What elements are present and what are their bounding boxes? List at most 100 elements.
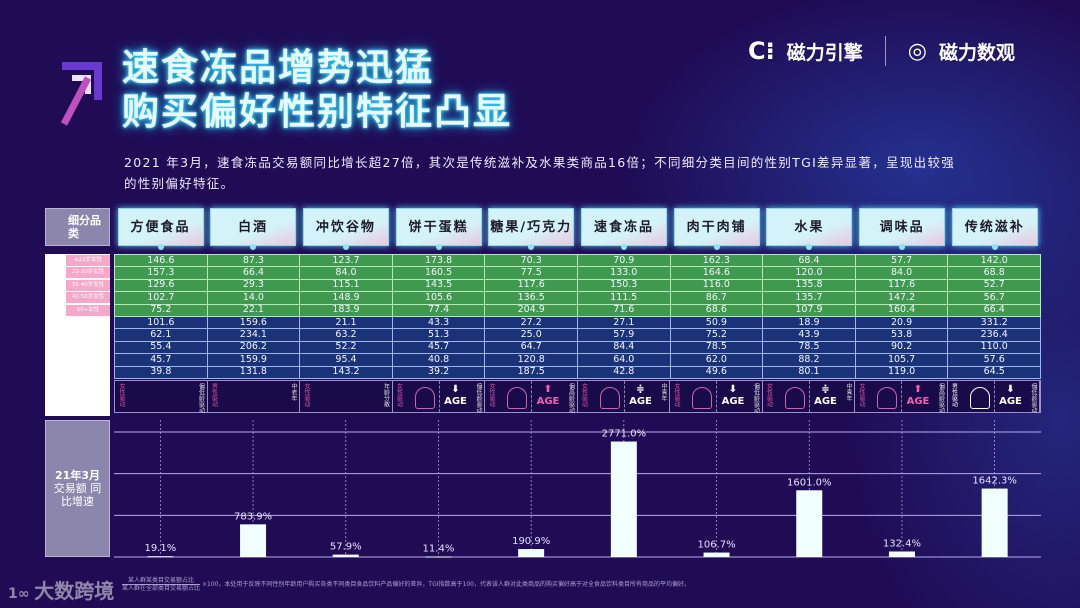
gender-driver-label: 男性驱动	[210, 383, 218, 407]
bar	[425, 556, 452, 558]
footnote: 某人群某类目交易额占比 某人群在全部类目交易额占比 ×100，本处用于反映不同性别…	[122, 577, 690, 592]
bar-value-label: 106.7%	[697, 540, 735, 551]
tgi-cell: 84.0	[854, 266, 949, 280]
age-down-icon: ⬇ AGE	[720, 384, 746, 408]
arrow-logo-icon	[60, 62, 102, 126]
age-group-label: 31-40岁女性	[66, 279, 110, 291]
tgi-cell: 117.6	[854, 278, 949, 293]
chart-label-line: 交易额 同	[53, 482, 102, 495]
tgi-cell: 115.1	[299, 278, 393, 293]
divider	[901, 381, 902, 412]
tgi-cell: 57.9	[576, 328, 671, 342]
tgi-cell: 116.0	[669, 278, 764, 293]
preference-cell: 女性驱动 偏高龄驱动 ⬆ AGE	[485, 381, 578, 413]
bar	[703, 552, 730, 557]
tgi-cell: 123.7	[299, 253, 393, 268]
age-arrow-icon: ⬇	[728, 384, 738, 395]
gender-driver-label: 女性驱动	[858, 383, 865, 407]
tgi-cell: 43.9	[762, 328, 856, 342]
tgi-cell: 22.1	[206, 303, 301, 317]
bar-value-label: 57.9%	[330, 542, 362, 553]
tgi-cell: 183.9	[299, 303, 393, 317]
logo-divider	[884, 36, 886, 66]
gender-driver-label: 女性驱动	[580, 383, 588, 407]
preference-cell: 女性驱动 偏低龄驱动 ⬇ AGE	[393, 381, 485, 413]
tgi-cell: 68.6	[669, 303, 764, 317]
preference-cell: 女性驱动 偏低龄驱动	[115, 381, 208, 413]
tgi-cell: 234.1	[206, 328, 301, 342]
tgi-cell: 143.2	[299, 365, 393, 379]
bar	[610, 441, 637, 557]
age-driver-label: 偏高龄驱动	[937, 383, 945, 413]
chart-label-line: 比增速	[61, 495, 94, 508]
tgi-cell: 53.8	[854, 328, 949, 342]
tgi-cell: 135.7	[762, 291, 856, 305]
bar	[888, 551, 915, 557]
tgi-cell: 57.7	[854, 253, 949, 268]
tgi-cell: 75.2	[669, 328, 764, 342]
tgi-cell: 159.9	[206, 353, 301, 367]
age-mid-icon: ≑ AGE	[813, 384, 839, 408]
tgi-cell: 18.9	[762, 315, 856, 330]
bar-value-label: 11.4%	[423, 544, 455, 555]
table-row: 102.7 14.0 148.9 105.6 136.5 111.5 86.7 135.7 14…	[114, 291, 1041, 305]
category-header: 饼干蛋糕	[395, 208, 482, 250]
tgi-cell: 64.5	[947, 365, 1041, 379]
bar-value-label: 783.9%	[234, 511, 272, 522]
tgi-cell: 62.0	[669, 353, 764, 367]
age-driver-label: 中青年	[845, 383, 852, 401]
tgi-cell: 49.6	[669, 365, 764, 379]
tgi-cell: 107.9	[762, 303, 856, 317]
tgi-cell: 27.2	[484, 315, 578, 330]
tgi-cell: 131.8	[206, 365, 301, 379]
bar-value-label: 19.1%	[144, 543, 176, 554]
preference-cell: 女性驱动 偏低龄驱动 ⬇ AGE	[670, 381, 763, 413]
tgi-cell: 135.8	[762, 278, 856, 293]
table-row: 62.1 234.1 63.2 51.3 25.0 57.9 75.2 43.9 53.8 236…	[114, 328, 1041, 342]
bar	[240, 524, 267, 557]
age-mid-icon: ≑ AGE	[628, 384, 654, 408]
tgi-cell: 88.2	[762, 353, 856, 367]
tgi-cell: 78.5	[669, 340, 764, 355]
tgi-cell: 119.0	[854, 365, 949, 379]
female-person-icon	[877, 387, 897, 409]
tgi-cell: 150.3	[576, 278, 671, 293]
table-row: 129.6 29.3 115.1 143.5 117.6 150.3 116.0 135.8 1…	[114, 278, 1041, 293]
age-down-icon: ⬇ AGE	[998, 384, 1024, 408]
tgi-cell: 64.0	[576, 353, 671, 367]
corner-label: 细分品类	[45, 208, 110, 246]
tgi-cell: 120.8	[484, 353, 578, 367]
tgi-cell: 45.7	[114, 353, 208, 367]
tgi-cell: 159.6	[206, 315, 301, 330]
bar	[332, 554, 359, 557]
tgi-cell: 90.2	[854, 340, 949, 355]
age-arrow-icon: ≑	[636, 384, 645, 395]
tgi-cell: 77.4	[391, 303, 486, 317]
tgi-cell: 236.4	[947, 328, 1041, 342]
bar-value-label: 2771.0%	[602, 429, 647, 440]
watermark-text: 大数跨境	[34, 579, 115, 603]
age-text: AGE	[814, 396, 837, 407]
category-header: 方便食品	[117, 208, 204, 250]
tgi-cell: 142.0	[947, 253, 1041, 268]
tgi-cell: 63.2	[299, 328, 393, 342]
tgi-cell: 105.6	[391, 291, 486, 305]
gender-driver-label: 女性驱动	[395, 383, 403, 407]
table-row: 75.2 22.1 183.9 77.4 204.9 71.6 68.6 107.9 160.4…	[114, 303, 1041, 317]
female-person-icon	[692, 387, 712, 409]
preference-cell: 男性驱动 偏低龄驱动 ⬇ AGE	[948, 381, 1040, 413]
preference-cell: 男性驱动 中老年	[208, 381, 300, 412]
female-person-icon	[784, 387, 805, 409]
age-group-label: 41-50岁女性	[66, 292, 110, 304]
age-driver-label: 年龄分散	[382, 383, 390, 407]
cili-engine-logo-icon: C⁝	[748, 37, 775, 65]
age-driver-label: 偏高龄驱动	[567, 383, 575, 413]
watermark-logo-icon: 1∞	[8, 586, 35, 602]
tgi-cell: 95.4	[299, 353, 393, 367]
tgi-cell: 62.1	[114, 328, 208, 342]
age-text: AGE	[629, 396, 652, 407]
tgi-cell: 68.4	[762, 253, 856, 268]
tgi-cell: 129.6	[114, 278, 208, 293]
divider	[623, 381, 625, 412]
tgi-cell: 71.6	[576, 303, 671, 317]
